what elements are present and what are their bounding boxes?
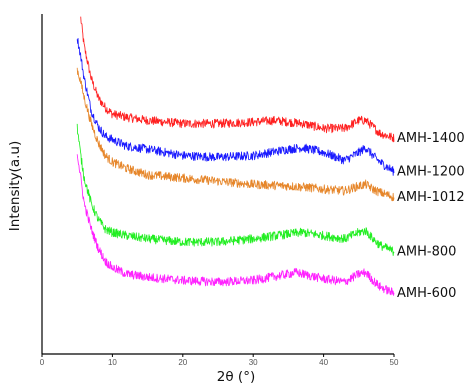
series-lines bbox=[76, 16, 395, 296]
series-label: AMH-600 bbox=[397, 286, 456, 301]
x-tick-label: 40 bbox=[319, 358, 328, 367]
series-line-amh-600 bbox=[76, 154, 395, 296]
x-tick-label: 10 bbox=[108, 358, 117, 367]
x-axis-ticks: 0 10 20 30 40 50 bbox=[40, 354, 399, 367]
series-label: AMH-1012 bbox=[397, 190, 465, 205]
series-line-amh-1200 bbox=[76, 37, 395, 176]
series-line-amh-1012 bbox=[76, 67, 395, 202]
x-tick-label: 50 bbox=[390, 358, 399, 367]
series-line-amh-800 bbox=[76, 123, 395, 256]
x-tick-label: 20 bbox=[178, 358, 187, 367]
x-tick-label: 0 bbox=[40, 358, 45, 367]
series-label: AMH-800 bbox=[397, 245, 456, 260]
series-label: AMH-1200 bbox=[397, 165, 465, 180]
y-axis-title: Intensity(a.u) bbox=[7, 141, 23, 231]
x-axis-title: 2θ (°) bbox=[217, 369, 255, 385]
series-labels: AMH-1400 AMH-1200 AMH-1012 AMH-800 AMH-600 bbox=[397, 131, 465, 301]
x-tick-label: 30 bbox=[249, 358, 258, 367]
series-label: AMH-1400 bbox=[397, 131, 465, 146]
series-line-amh-1400 bbox=[80, 16, 395, 143]
